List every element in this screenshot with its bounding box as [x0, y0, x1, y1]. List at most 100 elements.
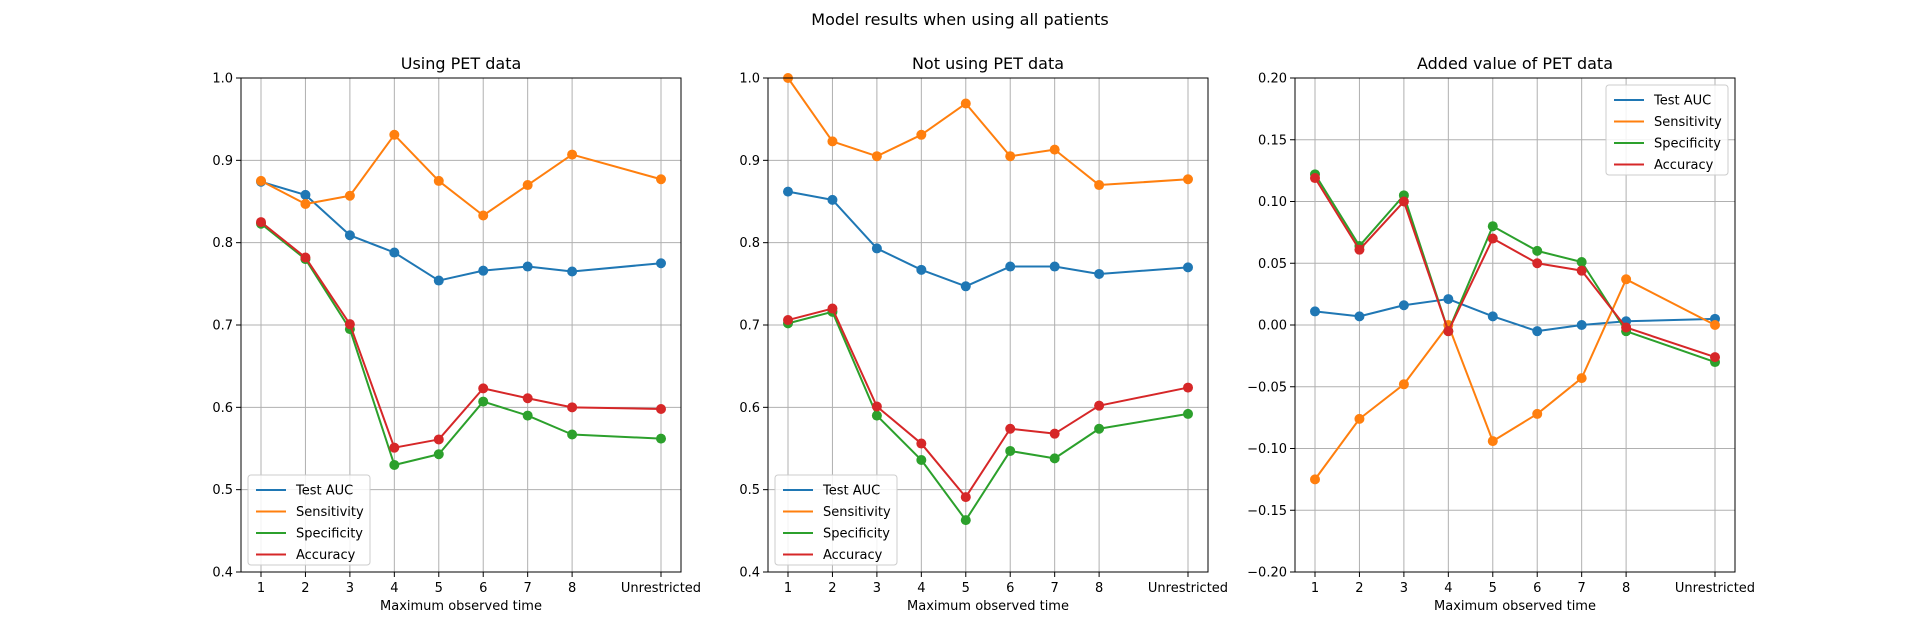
data-point: [1621, 274, 1632, 285]
data-point: [1049, 428, 1060, 439]
legend-label: Accuracy: [823, 548, 883, 563]
data-point: [1443, 326, 1454, 337]
x-tick-label: 6: [479, 581, 487, 596]
data-point: [1094, 400, 1105, 411]
data-point: [1183, 408, 1193, 419]
data-point: [1354, 244, 1365, 255]
data-point: [871, 401, 882, 412]
data-point: [871, 410, 882, 421]
y-tick-label: 0.6: [212, 401, 233, 416]
data-point: [1710, 352, 1720, 363]
data-point: [1443, 294, 1454, 305]
x-axis-title: Maximum observed time: [1434, 599, 1596, 614]
data-point: [478, 396, 489, 407]
data-point: [433, 175, 444, 186]
x-tick-label: 8: [1622, 581, 1630, 596]
legend-label: Sensitivity: [1654, 115, 1722, 130]
x-tick-label: 1: [1311, 581, 1319, 596]
data-point: [1310, 173, 1320, 184]
data-point: [433, 434, 444, 445]
data-point: [1005, 445, 1016, 456]
data-point: [871, 151, 882, 162]
y-tick-label: 0.5: [739, 483, 760, 498]
data-point: [916, 129, 927, 140]
data-point: [960, 515, 971, 526]
data-point: [256, 175, 266, 186]
x-tick-label: 8: [1095, 581, 1103, 596]
legend-box: [774, 474, 898, 566]
x-axis-title: Maximum observed time: [380, 599, 542, 614]
y-tick-label: 0.8: [739, 236, 760, 251]
x-tick-label: Unrestricted: [1148, 581, 1228, 596]
y-tick-label: 0.00: [1258, 319, 1287, 334]
series-line-specificity: [260, 222, 662, 466]
y-tick-label: 0.8: [212, 236, 233, 251]
data-point: [1532, 258, 1543, 269]
y-tick-label: 1.0: [212, 72, 233, 87]
data-point: [1710, 320, 1720, 330]
data-point: [389, 129, 400, 140]
x-tick-label: Unrestricted: [621, 581, 701, 596]
data-point: [1005, 423, 1016, 434]
legend-label: Sensitivity: [296, 505, 364, 520]
data-point: [960, 98, 971, 109]
series-line-sensitivity: [787, 77, 1189, 187]
y-tick-label: −0.05: [1247, 380, 1287, 395]
y-tick-label: 0.9: [212, 154, 233, 169]
series-line-sensitivity: [260, 133, 662, 217]
data-point: [1183, 174, 1193, 185]
x-tick-label: Unrestricted: [1675, 581, 1755, 596]
legend-label: Test AUC: [295, 484, 353, 499]
data-point: [1576, 265, 1587, 276]
data-point: [656, 433, 666, 444]
data-point: [300, 189, 311, 200]
data-point: [827, 194, 838, 205]
data-point: [433, 275, 444, 286]
data-point: [389, 247, 400, 258]
panel-title: Not using PET data: [912, 54, 1064, 73]
data-point: [1094, 268, 1105, 279]
y-tick-label: 0.4: [739, 566, 760, 581]
panel-title: Added value of PET data: [1417, 54, 1613, 73]
series-line-test-auc: [1314, 298, 1716, 333]
data-point: [389, 442, 400, 453]
y-tick-label: 0.05: [1258, 257, 1287, 272]
data-point: [656, 258, 666, 269]
data-point: [1487, 233, 1498, 244]
data-point: [567, 149, 578, 160]
legend: Test AUC Sensitivity Specificity Accuracy: [1605, 84, 1729, 176]
data-point: [1310, 474, 1320, 485]
y-tick-label: 0.7: [739, 319, 760, 334]
data-point: [783, 186, 793, 197]
series-line-test-auc: [260, 180, 662, 282]
x-axis-title: Maximum observed time: [907, 599, 1069, 614]
data-point: [1398, 379, 1409, 390]
data-point: [1398, 196, 1409, 207]
data-point: [1049, 261, 1060, 272]
data-point: [916, 438, 927, 449]
series-line-accuracy: [787, 307, 1189, 499]
x-tick-label: 2: [1355, 581, 1363, 596]
data-point: [871, 243, 882, 254]
x-tick-label: 4: [390, 581, 398, 596]
data-point: [1354, 413, 1365, 424]
data-point: [522, 261, 533, 272]
data-point: [522, 410, 533, 421]
x-tick-label: 3: [346, 581, 354, 596]
y-tick-label: 0.20: [1258, 72, 1287, 87]
data-point: [1310, 306, 1320, 317]
x-tick-label: 1: [257, 581, 265, 596]
data-point: [1621, 322, 1632, 333]
y-tick-label: −0.20: [1247, 566, 1287, 581]
y-tick-label: 0.9: [739, 154, 760, 169]
y-tick-label: 1.0: [739, 72, 760, 87]
data-point: [300, 252, 311, 263]
data-point: [478, 383, 489, 394]
data-point: [827, 303, 838, 314]
data-point: [1005, 261, 1016, 272]
series-line-accuracy: [260, 221, 662, 449]
x-tick-label: 3: [1400, 581, 1408, 596]
y-tick-label: 0.7: [212, 319, 233, 334]
data-point: [1576, 320, 1587, 330]
